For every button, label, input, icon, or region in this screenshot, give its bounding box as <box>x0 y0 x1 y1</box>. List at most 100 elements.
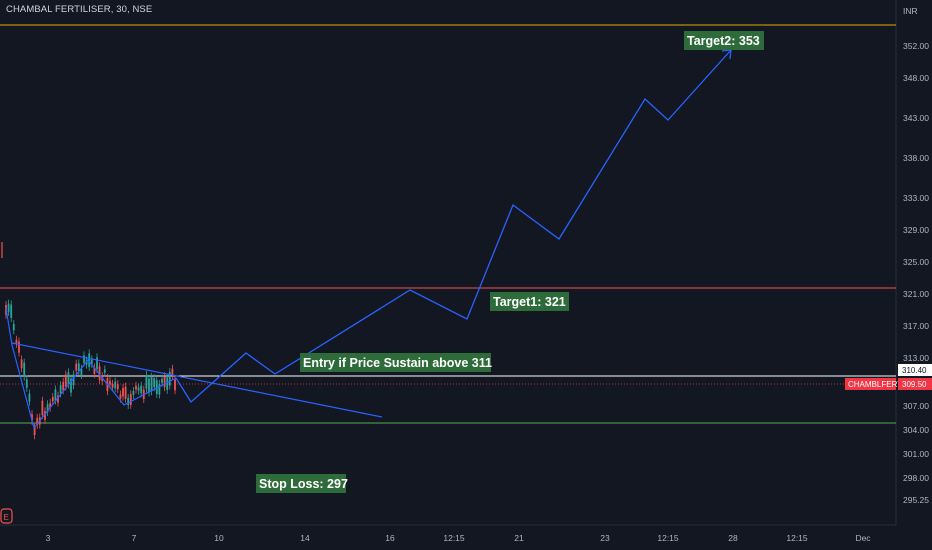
candle-body <box>46 404 49 412</box>
y-tick-label: 298.00 <box>903 473 929 483</box>
zigzag-pattern <box>5 307 177 430</box>
candle-body <box>80 368 83 375</box>
candle-body <box>49 403 52 408</box>
annotation-text: Target2: 353 <box>687 34 760 48</box>
annotation-text: Target1: 321 <box>493 295 566 309</box>
candle-body <box>33 426 36 436</box>
candle-body <box>12 323 15 331</box>
entry-label[interactable]: Entry if Price Sustain above 311 <box>300 353 492 372</box>
y-tick-label: 313.00 <box>903 353 929 363</box>
annotation-bg <box>256 474 346 493</box>
candle-body <box>103 369 106 373</box>
candle-body <box>166 377 169 390</box>
candle-body <box>57 395 59 403</box>
candle-body <box>15 339 18 344</box>
y-tick-label: 338.00 <box>903 153 929 163</box>
svg-text:E: E <box>4 513 9 522</box>
trendline-upper <box>11 342 383 418</box>
candle-body <box>54 389 57 401</box>
candle-body <box>148 378 150 393</box>
candle-body <box>158 383 161 395</box>
tradingview-logo-icon: E <box>0 508 13 524</box>
x-tick-label: Dec <box>855 533 871 543</box>
level-price-badge: 310.40 <box>898 364 932 376</box>
candle-body <box>18 341 20 353</box>
candle-body <box>122 387 124 397</box>
x-tick-label: 23 <box>600 533 610 543</box>
annotation-bg <box>300 353 491 372</box>
x-tick-label: 3 <box>46 533 51 543</box>
candle-body <box>109 381 111 385</box>
candle-body <box>75 363 78 371</box>
historical-candles <box>1 242 176 440</box>
currency-label: INR <box>903 6 918 16</box>
candle-body <box>67 372 70 385</box>
y-tick-label: 301.00 <box>903 449 929 459</box>
target2-label[interactable]: Target2: 353 <box>684 31 764 50</box>
x-tick-label: 21 <box>514 533 524 543</box>
y-tick-label: 329.00 <box>903 225 929 235</box>
candle-body <box>150 376 153 392</box>
svg-text:CHAMBLFERT: CHAMBLFERT <box>848 380 902 389</box>
y-tick-label: 343.00 <box>903 113 929 123</box>
x-tick-label: 16 <box>385 533 395 543</box>
stop-loss-label[interactable]: Stop Loss: 297 <box>256 474 348 493</box>
candle-body <box>7 303 10 312</box>
x-tick-label: 7 <box>132 533 137 543</box>
svg-text:310.40: 310.40 <box>902 366 927 375</box>
candle-body <box>36 417 39 425</box>
y-tick-label: 348.00 <box>903 73 929 83</box>
y-tick-label: 352.00 <box>903 41 929 51</box>
projected-path-line <box>175 49 732 403</box>
y-tick-label: 325.00 <box>903 257 929 267</box>
candle-body <box>114 381 117 389</box>
candle-body <box>153 378 156 388</box>
candle-body <box>72 374 75 386</box>
pattern-drawings <box>5 307 383 430</box>
candle-body <box>161 378 163 383</box>
x-tick-label: 12:15 <box>786 533 808 543</box>
candle-body <box>10 304 13 318</box>
candle-body <box>20 359 23 369</box>
candle-body <box>155 380 158 395</box>
candle-body <box>28 393 31 402</box>
candle-body <box>31 414 33 421</box>
candle-body <box>124 386 127 399</box>
y-tick-label: 321.00 <box>903 289 929 299</box>
x-tick-label: 12:15 <box>443 533 465 543</box>
candle-body <box>44 411 46 420</box>
candle-body <box>70 378 72 393</box>
candle-body <box>98 366 101 380</box>
candle-body <box>168 371 171 386</box>
candle-body <box>116 384 119 390</box>
candle-body <box>145 374 148 389</box>
x-tick-label: 28 <box>728 533 738 543</box>
candle-body <box>23 362 26 377</box>
x-tick-label: 14 <box>300 533 310 543</box>
candle-body <box>129 394 132 405</box>
annotation-bg <box>490 292 569 311</box>
candle-body <box>127 397 130 405</box>
candle-body <box>25 379 28 388</box>
candle-body <box>171 368 174 377</box>
candle-body <box>59 385 62 394</box>
candle-body <box>88 353 91 367</box>
y-tick-label: 307.00 <box>903 401 929 411</box>
target1-label[interactable]: Target1: 321 <box>490 292 569 311</box>
chart-title: CHAMBAL FERTILISER, 30, NSE <box>6 4 153 15</box>
candle-body <box>83 355 85 363</box>
y-tick-label: 317.00 <box>903 321 929 331</box>
candle-body <box>77 363 80 372</box>
y-tick-label: 295.25 <box>903 495 929 505</box>
candle-body <box>41 400 44 415</box>
candle-body <box>93 367 96 374</box>
annotation-bg <box>684 31 764 50</box>
y-tick-label: 304.00 <box>903 425 929 435</box>
annotation-text: Entry if Price Sustain above 311 <box>303 356 492 370</box>
symbol-price-badge: CHAMBLFERT 309.50 <box>845 378 932 390</box>
candle-body <box>132 391 135 395</box>
x-axis[interactable]: 3 7 10 14 16 12:15 21 23 12:15 28 12:15 Dec <box>46 533 872 543</box>
y-axis[interactable]: 352.00 348.00 343.00 338.00 333.00 329.00 325.… <box>903 41 929 505</box>
y-tick-label: 333.00 <box>903 193 929 203</box>
